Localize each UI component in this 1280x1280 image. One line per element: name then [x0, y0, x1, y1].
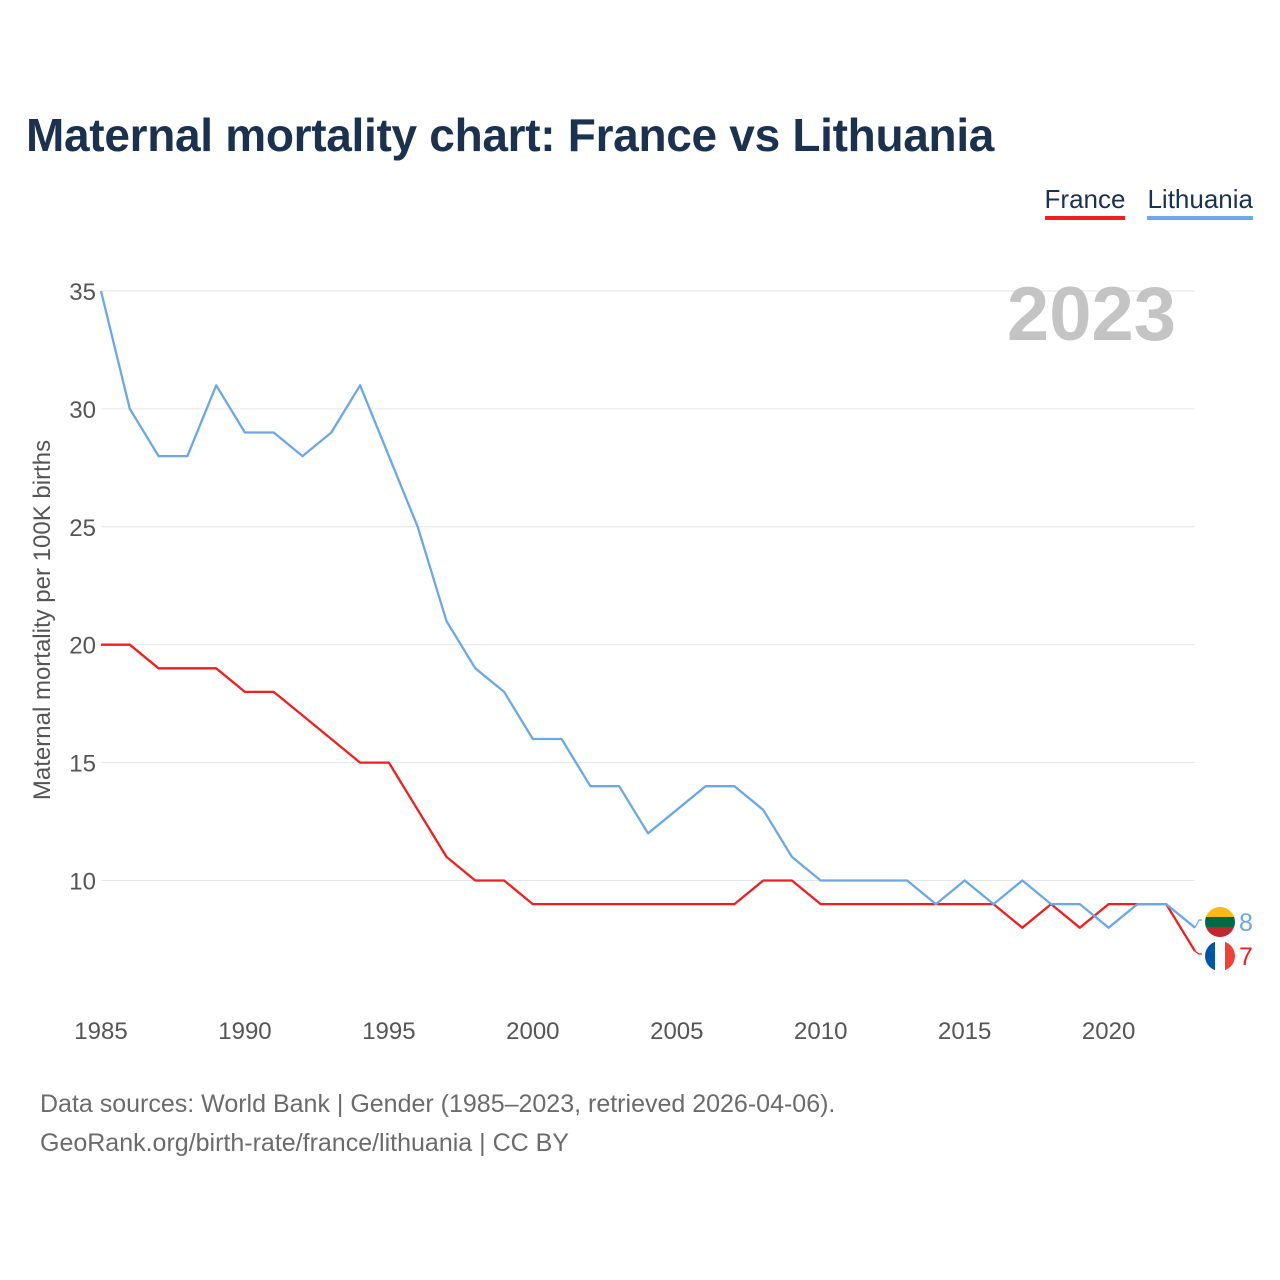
end-label-france: 7 [1239, 943, 1253, 971]
y-tick-label-10: 10 [69, 869, 96, 896]
flag-france-icon [1205, 941, 1235, 971]
x-tick-label-1990: 1990 [218, 1018, 271, 1045]
x-tick-label-2010: 2010 [794, 1018, 847, 1045]
series-line-france[interactable] [101, 643, 1196, 952]
x-tick-label-2015: 2015 [938, 1018, 991, 1045]
y-tick-label-25: 25 [69, 515, 96, 542]
x-tick-label-2020: 2020 [1082, 1018, 1135, 1045]
x-axis-ticks: 1985 1990 1995 2000 2005 2010 2015 2020 [74, 1018, 1135, 1045]
end-label-lithuania: 8 [1239, 909, 1253, 937]
legend-item-france[interactable]: France [1044, 184, 1126, 220]
y-tick-label-15: 15 [69, 751, 96, 778]
flag-lithuania-icon [1205, 907, 1235, 937]
end-connector-france [1194, 950, 1202, 955]
series-line-lithuania[interactable] [99, 290, 1196, 929]
grid-layer [101, 290, 1195, 881]
footer-source: Data sources: World Bank | Gender (1985–… [40, 1090, 836, 1118]
footer-link[interactable]: GeoRank.org/birth-rate/france/lithuania … [40, 1129, 569, 1157]
y-axis-label: Maternal mortality per 100K births [29, 440, 56, 800]
chart-svg: 2023 10 15 20 25 30 35 1985 1990 1995 2000 2005 20… [29, 272, 1253, 1045]
series-layer [99, 290, 1196, 952]
x-tick-label-1995: 1995 [362, 1018, 415, 1045]
chart-title: Maternal mortality chart: France vs Lith… [26, 109, 995, 161]
x-tick-label-1985: 1985 [74, 1018, 127, 1045]
y-tick-label-35: 35 [69, 279, 96, 306]
y-axis-ticks: 10 15 20 25 30 35 [69, 279, 96, 896]
x-tick-label-2005: 2005 [650, 1018, 703, 1045]
y-tick-label-20: 20 [69, 633, 96, 660]
legend-item-lithuania[interactable]: Lithuania [1147, 184, 1253, 220]
legend: France Lithuania [1044, 184, 1253, 220]
end-connector-lithuania [1194, 919, 1202, 928]
footer: Data sources: World Bank | Gender (1985–… [40, 1085, 835, 1163]
x-tick-label-2000: 2000 [506, 1018, 559, 1045]
end-labels: 78 [1194, 907, 1253, 971]
y-tick-label-30: 30 [69, 397, 96, 424]
year-watermark: 2023 [1007, 272, 1176, 357]
